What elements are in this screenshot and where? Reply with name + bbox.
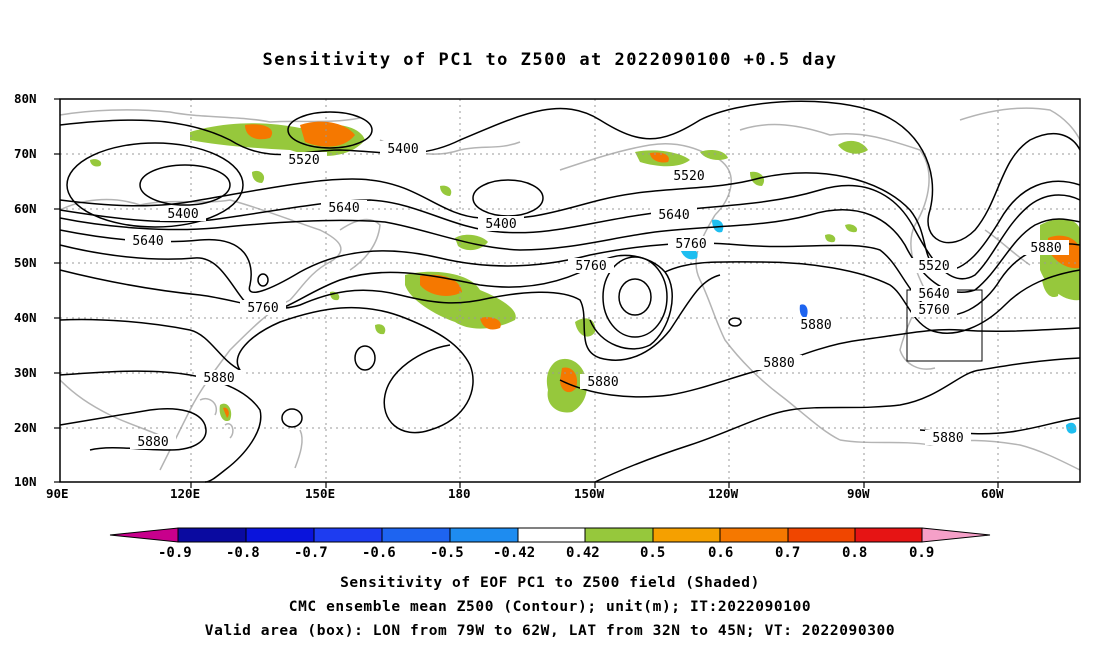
contour-label: 5760 — [247, 301, 278, 316]
contour-label: 5640 — [132, 234, 163, 249]
colorbar-tick: 0.7 — [775, 545, 801, 561]
contour-label: 5880 — [763, 356, 794, 371]
colorbar-cell — [584, 527, 654, 543]
colorbar — [109, 527, 991, 543]
colorbar-cell — [177, 527, 247, 543]
lon-label: 60W — [981, 486, 1004, 501]
lon-label: 150W — [574, 486, 605, 501]
colorbar-low-triangle — [109, 527, 179, 543]
lon-label: 180 — [448, 486, 471, 501]
lon-label: 150E — [305, 486, 336, 501]
colorbar-cell — [381, 527, 451, 543]
colorbar-tick: 0.6 — [708, 545, 734, 561]
colorbar-cell — [313, 527, 383, 543]
contour-label: 5880 — [1030, 241, 1061, 256]
lat-label: 80N — [14, 91, 37, 106]
colorbar-tick: -0.42 — [493, 545, 536, 561]
contour-label: 5880 — [932, 431, 963, 446]
contour-label: 5400 — [485, 217, 516, 232]
colorbar-cell — [719, 527, 789, 543]
caption-shading: Sensitivity of EOF PC1 to Z500 field (Sh… — [340, 575, 760, 591]
colorbar-cell — [652, 527, 721, 543]
map-title: Sensitivity of PC1 to Z500 at 2022090100… — [262, 50, 838, 70]
contour-label: 5880 — [203, 371, 234, 386]
colorbar-tick: 0.8 — [842, 545, 868, 561]
colorbar-tick: -0.5 — [430, 545, 464, 561]
contour-label: 5880 — [800, 318, 831, 333]
colorbar-tick: 0.5 — [640, 545, 666, 561]
contour-label: 5640 — [328, 201, 359, 216]
contour-label: 5880 — [137, 435, 168, 450]
frame-ticks — [54, 98, 999, 488]
colorbar-cell — [517, 527, 586, 543]
contour-label: 5400 — [387, 142, 418, 157]
contour-label: 5760 — [918, 303, 949, 318]
caption-contour: CMC ensemble mean Z500 (Contour); unit(m… — [288, 599, 812, 615]
colorbar-cell — [854, 527, 923, 543]
lat-label: 30N — [14, 365, 37, 380]
contour-label: 5640 — [918, 287, 949, 302]
contour-label: 5520 — [673, 169, 704, 184]
contour-label: 5760 — [575, 259, 606, 274]
contour-label: 5760 — [675, 237, 706, 252]
contour-label: 5640 — [658, 208, 689, 223]
contour-label: 5880 — [587, 375, 618, 390]
lat-label: 50N — [14, 255, 37, 270]
lon-label: 120W — [708, 486, 739, 501]
lon-label: 90E — [46, 486, 69, 501]
lon-label: 120E — [170, 486, 201, 501]
lat-label: 10N — [14, 474, 37, 489]
map-frame — [59, 98, 1081, 483]
colorbar-cell — [787, 527, 856, 543]
caption-valid-area: Valid area (box): LON from 79W to 62W, L… — [204, 623, 896, 639]
colorbar-high-triangle — [921, 527, 991, 543]
colorbar-tick: 0.9 — [909, 545, 935, 561]
lat-label: 70N — [14, 146, 37, 161]
contour-label: 5520 — [288, 153, 319, 168]
colorbar-tick: -0.6 — [362, 545, 396, 561]
lat-label: 40N — [14, 310, 37, 325]
colorbar-cell — [245, 527, 315, 543]
contour-label: 5400 — [167, 207, 198, 222]
lat-label: 20N — [14, 420, 37, 435]
contour-label: 5520 — [918, 259, 949, 274]
colorbar-tick: -0.8 — [226, 545, 260, 561]
colorbar-tick: 0.42 — [566, 545, 600, 561]
contour-label-group: 5400 5520 5520 5400 5640 5400 5640 5640 … — [125, 141, 1069, 450]
colorbar-tick: -0.7 — [294, 545, 328, 561]
lat-label: 60N — [14, 201, 37, 216]
grid-lines — [60, 99, 1080, 482]
colorbar-tick: -0.9 — [158, 545, 192, 561]
lon-label: 90W — [847, 486, 870, 501]
colorbar-cell — [449, 527, 519, 543]
